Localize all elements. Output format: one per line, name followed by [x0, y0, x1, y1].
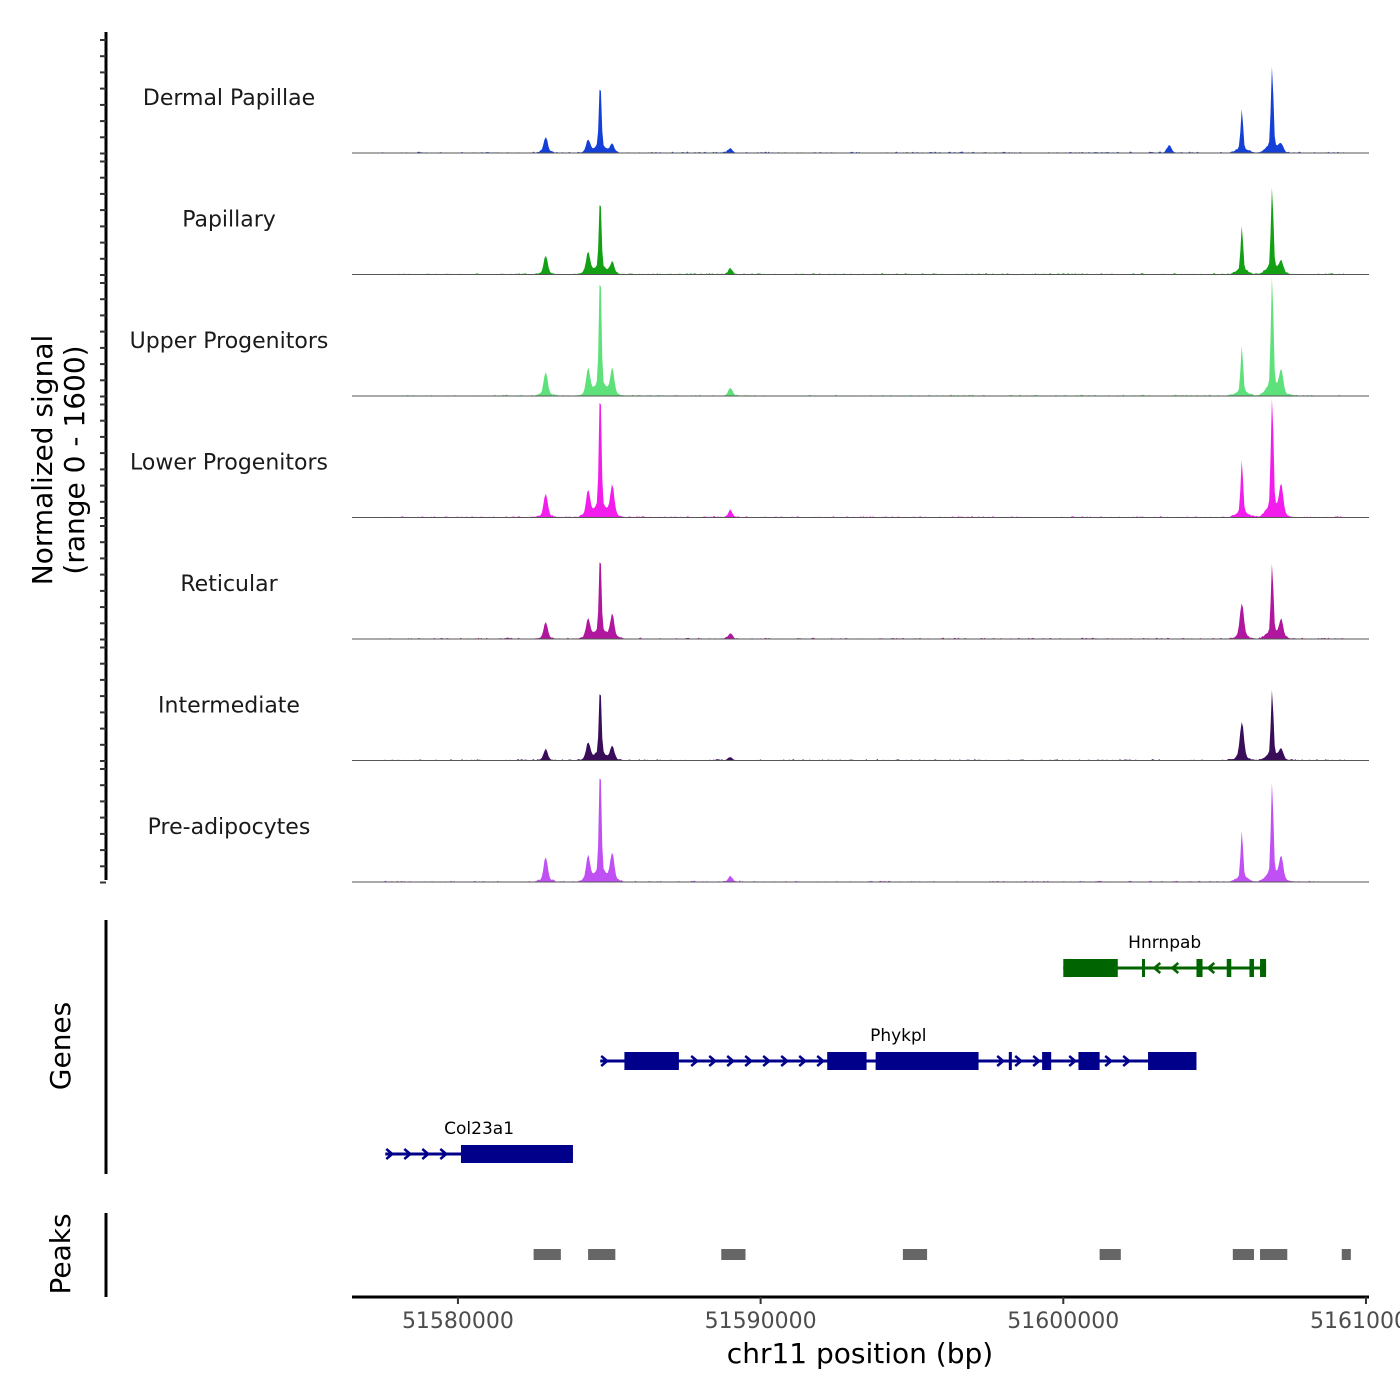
coverage-y-axis-title: Normalized signal — [26, 335, 59, 586]
coverage-area — [382, 689, 1345, 761]
coverage-y-axis-range: (range 0 - 1600) — [58, 345, 91, 574]
coverage-track: Dermal Papillae — [143, 66, 1369, 154]
genes-panel: Hnrnpab Phykpl Col23a1 — [104, 920, 1267, 1174]
peak-region — [533, 1249, 561, 1260]
track-label: Dermal Papillae — [143, 86, 315, 111]
coverage-area — [382, 398, 1345, 518]
track-label: Lower Progenitors — [130, 451, 328, 476]
coverage-track: Reticular — [180, 562, 1369, 640]
gene-model: Col23a1 — [385, 1119, 573, 1163]
coverage-track: Pre-adipocytes — [148, 778, 1369, 883]
track-label: Papillary — [182, 208, 276, 233]
exon — [1063, 959, 1118, 977]
peak-region — [1341, 1249, 1351, 1260]
strand-arrow — [421, 1148, 431, 1160]
strand-arrow — [780, 1055, 790, 1067]
peak-region — [902, 1249, 928, 1260]
coverage-area — [382, 187, 1345, 275]
gene-model: Phykpl — [600, 1026, 1197, 1070]
strand-arrow — [1152, 962, 1162, 974]
strand-arrow — [690, 1055, 700, 1067]
x-tick-label: 51580000 — [402, 1309, 514, 1334]
exon — [1042, 1052, 1052, 1070]
peak-region — [588, 1249, 616, 1260]
coverage-track: Upper Progenitors — [130, 276, 1369, 397]
peak-region — [721, 1249, 746, 1260]
strand-arrow — [1122, 1055, 1132, 1067]
coverage-area — [382, 778, 1345, 882]
x-tick-label: 51610000 — [1310, 1309, 1400, 1334]
strand-arrow — [439, 1148, 449, 1160]
exon — [1078, 1052, 1100, 1070]
exon — [1196, 959, 1203, 977]
strand-arrow — [726, 1055, 736, 1067]
peaks-y-axis-title: Peaks — [44, 1213, 77, 1294]
exon — [875, 1052, 979, 1070]
gene-label: Hnrnpab — [1128, 933, 1201, 953]
exon — [1260, 959, 1267, 977]
strand-arrow — [1068, 1055, 1078, 1067]
coverage-area — [382, 276, 1345, 396]
exon — [827, 1052, 867, 1070]
strand-arrow — [1104, 1055, 1114, 1067]
strand-arrow — [996, 1055, 1006, 1067]
strand-arrow — [744, 1055, 754, 1067]
strand-arrow — [403, 1148, 413, 1160]
exon — [1008, 1052, 1012, 1070]
strand-arrow — [816, 1055, 826, 1067]
track-label: Intermediate — [158, 694, 300, 719]
track-label: Pre-adipocytes — [148, 815, 311, 840]
coverage-panel: Dermal Papillae Papillary Upper Progenitor… — [100, 32, 1369, 884]
peaks-panel — [104, 1213, 1351, 1297]
strand-arrow — [1014, 1055, 1024, 1067]
strand-arrow — [1032, 1055, 1042, 1067]
x-axis: 51580000 51590000 51600000 51610000 — [352, 1295, 1400, 1334]
coverage-track: Lower Progenitors — [130, 398, 1369, 518]
strand-arrow — [762, 1055, 772, 1067]
exon — [1141, 959, 1146, 977]
exon — [460, 1145, 573, 1163]
coverage-track: Intermediate — [158, 689, 1369, 761]
strand-arrow — [600, 1055, 610, 1067]
strand-arrow — [708, 1055, 718, 1067]
coverage-area — [382, 562, 1345, 639]
coverage-area — [382, 66, 1345, 153]
exon — [1249, 959, 1254, 977]
coverage-track: Papillary — [182, 187, 1369, 275]
peak-region — [1232, 1249, 1254, 1260]
x-tick-label: 51600000 — [1007, 1309, 1119, 1334]
x-axis-title: chr11 position (bp) — [727, 1337, 993, 1370]
strand-arrow — [385, 1148, 395, 1160]
strand-arrow — [1206, 962, 1216, 974]
gene-model: Hnrnpab — [1063, 933, 1267, 977]
exon — [624, 1052, 679, 1070]
genes-y-axis-title: Genes — [44, 1002, 77, 1090]
exon — [1226, 959, 1232, 977]
track-label: Reticular — [180, 572, 278, 597]
strand-arrow — [798, 1055, 808, 1067]
x-tick-label: 51590000 — [705, 1309, 817, 1334]
gene-label: Col23a1 — [444, 1119, 514, 1139]
peak-region — [1260, 1249, 1288, 1260]
track-label: Upper Progenitors — [130, 329, 329, 354]
exon — [1148, 1052, 1197, 1070]
peak-region — [1099, 1249, 1121, 1260]
gene-label: Phykpl — [870, 1026, 926, 1046]
strand-arrow — [1170, 962, 1180, 974]
